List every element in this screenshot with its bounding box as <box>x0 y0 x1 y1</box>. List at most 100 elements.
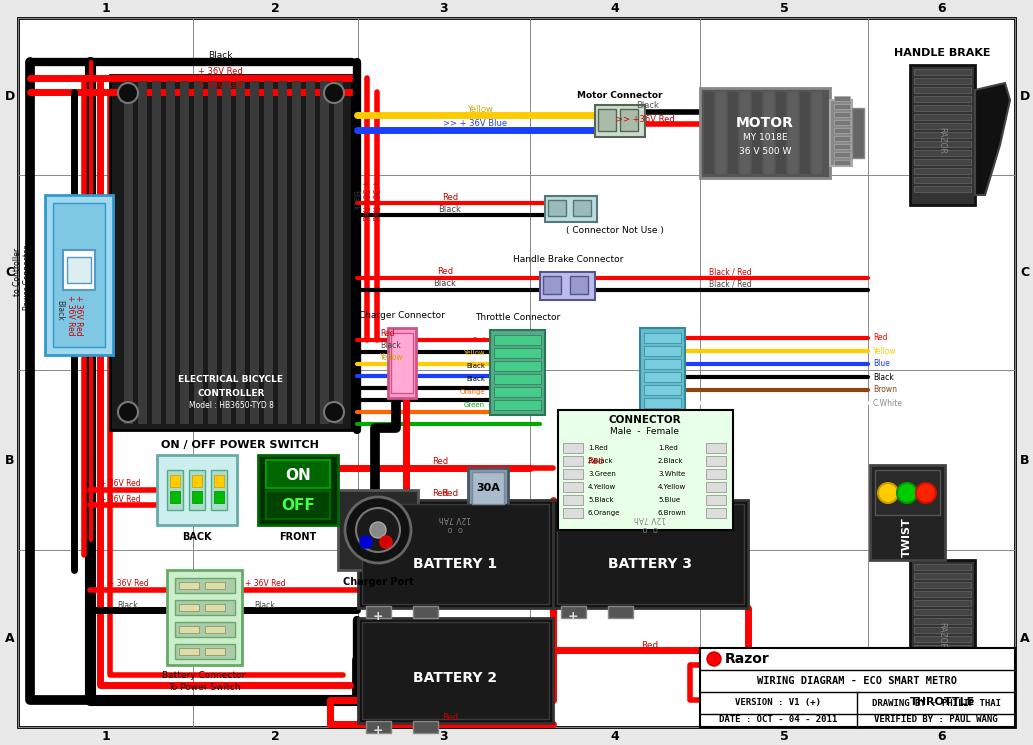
Bar <box>67 257 91 283</box>
Text: 1: 1 <box>101 729 109 743</box>
Text: 3.White: 3.White <box>658 471 685 477</box>
Bar <box>914 114 971 120</box>
Bar <box>175 644 234 659</box>
Circle shape <box>707 652 721 666</box>
Bar <box>914 87 971 93</box>
Text: C: C <box>1021 266 1030 279</box>
Text: Black / Red: Black / Red <box>709 267 751 276</box>
Bar <box>644 359 681 369</box>
Bar <box>258 455 338 525</box>
Text: 12V 7Ah: 12V 7Ah <box>634 513 666 522</box>
Text: Red: Red <box>587 457 603 466</box>
Bar <box>167 470 183 510</box>
Text: + 36V Red: + 36V Red <box>107 580 149 589</box>
Bar <box>914 150 971 156</box>
Text: Red: Red <box>442 714 458 723</box>
Text: THROTTLE: THROTTLE <box>909 697 974 707</box>
Bar <box>494 400 541 410</box>
Text: Red: Red <box>432 457 448 466</box>
Bar <box>366 606 392 618</box>
Text: Yellow: Yellow <box>380 353 404 363</box>
Bar <box>728 92 738 174</box>
Text: 2.Black: 2.Black <box>588 458 614 464</box>
Text: Male  -  Female: Male - Female <box>611 428 680 437</box>
Bar <box>157 455 237 525</box>
Bar <box>166 81 175 424</box>
Text: + 36V Red: + 36V Red <box>197 66 243 75</box>
Text: ELECTRICAL BICYCLE: ELECTRICAL BICYCLE <box>179 375 283 384</box>
Text: Black: Black <box>254 600 276 609</box>
Bar <box>910 65 975 205</box>
Bar <box>167 570 242 665</box>
Bar <box>598 109 616 131</box>
Bar <box>608 606 633 618</box>
Text: 1.Red: 1.Red <box>658 445 678 451</box>
Bar <box>834 152 850 157</box>
Text: Red: Red <box>641 641 659 650</box>
Text: To Power Switch: To Power Switch <box>167 683 241 693</box>
Bar <box>914 132 971 138</box>
Bar <box>175 578 234 593</box>
Text: Model : HB3650-TYD 8: Model : HB3650-TYD 8 <box>189 402 274 410</box>
Bar <box>700 648 1015 727</box>
Bar <box>914 663 971 669</box>
Bar <box>644 333 681 343</box>
Text: 5.Black: 5.Black <box>588 497 614 503</box>
Text: 6.Brown: 6.Brown <box>658 510 687 516</box>
Text: VERSION : V1 (+): VERSION : V1 (+) <box>735 699 821 708</box>
Text: CONTROLLER: CONTROLLER <box>197 388 264 398</box>
Bar <box>829 100 852 166</box>
Bar <box>179 648 199 655</box>
Bar <box>914 591 971 597</box>
Bar <box>45 195 113 355</box>
Text: o  o: o o <box>447 524 463 533</box>
Text: Charger Port: Charger Port <box>343 577 413 587</box>
Text: WIRING DIAGRAM - ECO SMART METRO: WIRING DIAGRAM - ECO SMART METRO <box>757 676 957 686</box>
Text: o  o: o o <box>643 524 658 533</box>
Bar <box>563 469 583 479</box>
Bar <box>875 470 940 515</box>
Bar <box>914 618 971 624</box>
Bar <box>740 92 750 174</box>
Bar <box>914 123 971 129</box>
Bar <box>413 721 438 733</box>
Bar <box>914 672 971 678</box>
Bar <box>914 186 971 192</box>
Bar <box>362 622 549 719</box>
Text: A: A <box>1021 632 1030 645</box>
Bar <box>834 136 850 141</box>
Bar <box>620 109 638 131</box>
Bar <box>706 495 726 505</box>
Bar <box>292 81 301 424</box>
Bar <box>358 500 553 608</box>
Bar <box>205 648 225 655</box>
Text: + 36V Red: + 36V Red <box>100 495 140 504</box>
Text: OFF: OFF <box>281 498 315 513</box>
Bar <box>800 92 810 174</box>
Text: Yellow: Yellow <box>873 346 897 355</box>
Bar <box>547 200 566 216</box>
Bar <box>914 177 971 183</box>
Text: D: D <box>1020 90 1030 103</box>
Bar <box>362 504 549 604</box>
Bar <box>914 141 971 147</box>
Text: RAZOR: RAZOR <box>938 621 946 648</box>
Text: 2: 2 <box>271 729 280 743</box>
Bar <box>644 346 681 356</box>
Text: to Controller: to Controller <box>13 248 23 296</box>
Text: Black / Red: Black / Red <box>709 279 751 288</box>
Text: Black: Black <box>208 51 232 60</box>
Text: FRONT: FRONT <box>279 532 317 542</box>
Text: Black: Black <box>466 363 486 369</box>
Text: ON: ON <box>285 468 311 483</box>
Text: 1: 1 <box>101 2 109 16</box>
Bar <box>494 348 541 358</box>
Bar <box>834 160 850 165</box>
Bar <box>152 81 161 424</box>
Bar <box>124 81 133 424</box>
Bar <box>852 108 864 158</box>
Bar <box>914 159 971 165</box>
Text: Black: Black <box>56 299 64 320</box>
Text: 3: 3 <box>440 729 448 743</box>
Text: A: A <box>5 632 14 645</box>
